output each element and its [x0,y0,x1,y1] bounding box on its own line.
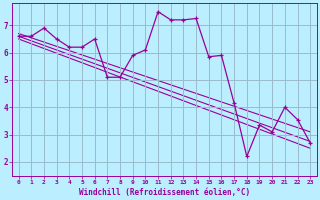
X-axis label: Windchill (Refroidissement éolien,°C): Windchill (Refroidissement éolien,°C) [79,188,250,197]
